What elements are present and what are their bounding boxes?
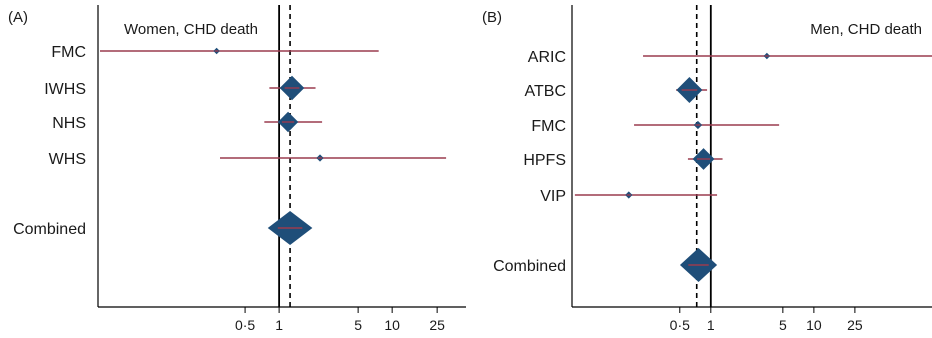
panel-title: Men, CHD death <box>810 21 922 38</box>
study-label: WHS <box>49 151 86 168</box>
study-label: FMC <box>531 118 566 135</box>
study-label: FMC <box>51 44 86 61</box>
x-tick-label: 1 <box>707 317 715 333</box>
x-tick-label: 10 <box>384 317 400 333</box>
study-label: VIP <box>540 188 566 205</box>
panel-title: Women, CHD death <box>124 21 258 38</box>
x-tick-label: 5 <box>779 317 787 333</box>
study-label: NHS <box>52 115 86 132</box>
panel-label: (A) <box>8 9 28 26</box>
x-tick-label: 25 <box>429 317 445 333</box>
x-tick-label: 1 <box>275 317 283 333</box>
study-label: IWHS <box>44 81 86 98</box>
panel-label: (B) <box>482 9 502 26</box>
study-label: ATBC <box>525 83 566 100</box>
study-label: ARIC <box>528 49 566 66</box>
combined-label: Combined <box>13 221 86 238</box>
x-tick-label: 10 <box>806 317 822 333</box>
x-tick-label: 5 <box>354 317 362 333</box>
study-label: HPFS <box>523 152 566 169</box>
x-tick-label: 0·5 <box>670 317 690 333</box>
x-tick-label: 0·5 <box>235 317 255 333</box>
x-tick-label: 25 <box>847 317 863 333</box>
combined-label: Combined <box>493 258 566 275</box>
